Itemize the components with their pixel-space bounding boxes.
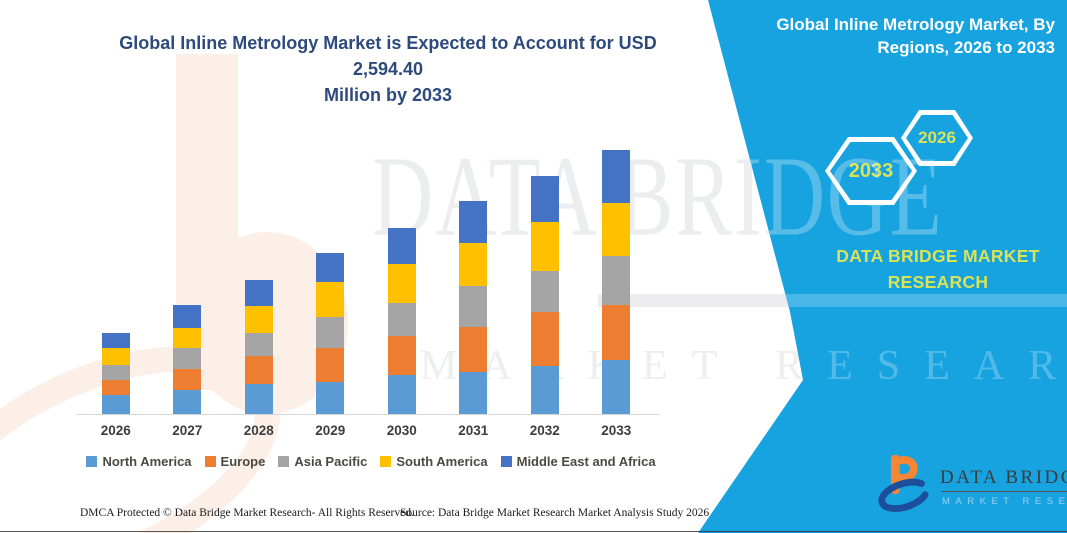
x-axis-line: [76, 414, 660, 415]
hexagon-2033-label: 2033: [830, 142, 912, 200]
bar-segment-middle-east-and-africa: [101, 332, 130, 349]
bar-segment-north-america: [101, 394, 130, 414]
bar-segment-asia-pacific: [602, 256, 631, 305]
bar-2029: [316, 252, 345, 414]
legend-label-south-america: South America: [396, 454, 488, 469]
bar-segment-asia-pacific: [530, 271, 559, 313]
legend-label-north-america: North America: [102, 454, 192, 469]
bar-segment-south-america: [101, 348, 130, 365]
bar-segment-europe: [244, 356, 273, 385]
bottom-border-line: [0, 531, 1067, 532]
bar-segment-south-america: [173, 328, 202, 349]
bar-segment-europe: [530, 312, 559, 367]
bar-segment-north-america: [530, 366, 559, 414]
bar-2028: [244, 279, 273, 414]
bar-2031: [459, 200, 488, 414]
bar-2027: [173, 304, 202, 414]
legend-label-europe: Europe: [220, 454, 266, 469]
side-panel-title-line1: Global Inline Metrology Market, By: [776, 15, 1055, 34]
bar-segment-south-america: [602, 202, 631, 257]
bar-segment-north-america: [173, 389, 202, 414]
footer-copyright: DMCA Protected © Data Bridge Market Rese…: [80, 507, 414, 519]
bar-segment-europe: [101, 379, 130, 395]
logo-subname-text: MARKET RESEARCH: [942, 496, 1067, 507]
bar-segment-north-america: [387, 374, 416, 414]
bar-segment-south-america: [530, 222, 559, 272]
legend-swatch-asia-pacific: [278, 456, 290, 467]
bar-segment-asia-pacific: [459, 285, 488, 327]
data-bridge-logo-icon: [878, 455, 929, 512]
bar-segment-north-america: [602, 360, 631, 414]
brand-caption-line1: DATA BRIDGE MARKET: [836, 246, 1040, 266]
page-title-line2: Million by 2033: [323, 85, 453, 106]
bar-segment-middle-east-and-africa: [316, 252, 345, 283]
bar-segment-south-america: [387, 263, 416, 303]
bar-segment-europe: [173, 368, 202, 390]
legend-item-europe: Europe: [204, 454, 266, 469]
bar-2026: [101, 332, 130, 414]
company-logo: DATA BRIDGE MARKET RESEARCH: [874, 455, 1067, 519]
x-axis-label-2027: 2027: [172, 423, 203, 438]
logo-name-text: DATA BRIDGE: [940, 467, 1067, 488]
bar-segment-asia-pacific: [316, 317, 345, 349]
legend-item-south-america: South America: [380, 454, 488, 469]
x-axis-label-2032: 2032: [529, 423, 560, 438]
brand-caption-line2: RESEARCH: [887, 272, 989, 293]
bar-segment-north-america: [244, 384, 273, 414]
bar-segment-asia-pacific: [244, 332, 273, 357]
bar-segment-middle-east-and-africa: [173, 304, 202, 329]
bar-segment-south-america: [244, 306, 273, 333]
bar-segment-north-america: [459, 371, 488, 414]
legend-swatch-europe: [204, 456, 216, 467]
logo-divider: [941, 491, 1067, 492]
bar-segment-north-america: [316, 381, 345, 414]
x-axis-label-2026: 2026: [100, 423, 131, 438]
side-panel-title-line2: Regions, 2026 to 2033: [877, 37, 1055, 57]
bar-segment-south-america: [316, 282, 345, 318]
bar-segment-europe: [387, 335, 416, 375]
bar-segment-south-america: [459, 243, 488, 286]
bar-2032: [530, 176, 559, 414]
page-title-line1: Global Inline Metrology Market is Expect…: [119, 33, 657, 80]
footer-source: Source: Data Bridge Market Research Mark…: [400, 507, 710, 519]
legend-item-north-america: North America: [86, 454, 192, 469]
hexagon-2033: 2033: [825, 137, 917, 205]
page-title: Global Inline Metrology Market is Expect…: [92, 30, 684, 108]
bar-segment-middle-east-and-africa: [459, 200, 488, 244]
bar-segment-asia-pacific: [173, 348, 202, 369]
legend-label-asia-pacific: Asia Pacific: [294, 454, 368, 469]
bar-segment-middle-east-and-africa: [530, 176, 559, 223]
bar-segment-middle-east-and-africa: [387, 228, 416, 264]
legend-swatch-south-america: [380, 456, 392, 467]
plot-area: [80, 150, 652, 414]
x-axis-labels: 2026 2027 2028 2029 2030 2031 2032 2033: [80, 423, 652, 441]
hexagon-2026: 2026: [901, 110, 973, 166]
legend-label-middle-east-and-africa: Middle East and Africa: [516, 454, 656, 469]
bar-segment-europe: [459, 326, 488, 372]
bar-2030: [387, 228, 416, 414]
bar-segment-middle-east-and-africa: [244, 279, 273, 307]
x-axis-label-2029: 2029: [315, 423, 346, 438]
legend-swatch-middle-east-and-africa: [500, 456, 512, 467]
bar-segment-asia-pacific: [387, 302, 416, 336]
legend-item-middle-east-and-africa: Middle East and Africa: [500, 454, 656, 469]
x-axis-label-2033: 2033: [601, 423, 632, 438]
bar-segment-europe: [602, 304, 631, 361]
bar-segment-middle-east-and-africa: [602, 150, 631, 203]
x-axis-label-2030: 2030: [386, 423, 417, 438]
bar-segment-asia-pacific: [101, 364, 130, 380]
chart-legend: North America Europe Asia Pacific South Ame…: [78, 454, 664, 469]
side-panel-title: Global Inline Metrology Market, By Regio…: [755, 14, 1055, 60]
brand-caption: DATA BRIDGE MARKET RESEARCH: [828, 243, 1048, 296]
bar-segment-europe: [316, 348, 345, 382]
legend-swatch-north-america: [86, 456, 98, 467]
hexagon-2026-label: 2026: [906, 115, 968, 161]
legend-item-asia-pacific: Asia Pacific: [278, 454, 367, 469]
x-axis-label-2031: 2031: [458, 423, 489, 438]
bar-2033: [602, 150, 631, 414]
x-axis-label-2028: 2028: [243, 423, 274, 438]
